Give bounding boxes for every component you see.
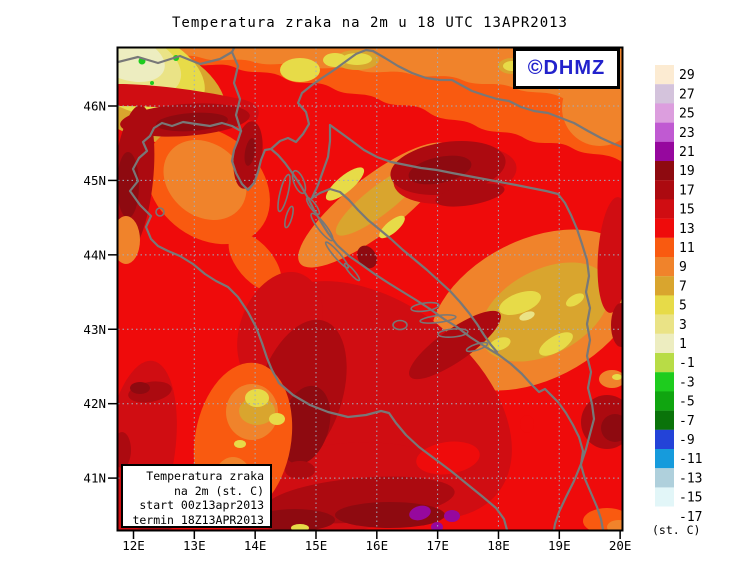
scale-value-label: 27 <box>679 87 695 102</box>
scale-value-label: -15 <box>679 491 702 506</box>
scale-value-label: 25 <box>679 107 695 122</box>
lon-label: 18E <box>487 538 510 553</box>
scale-swatch <box>655 141 674 162</box>
scale-value-label: -1 <box>679 356 695 371</box>
borders <box>118 48 622 530</box>
info-line: na 2m (st. C) <box>173 483 264 498</box>
scale-value-label: 21 <box>679 145 695 160</box>
scale-swatch <box>655 276 674 296</box>
scale-value-label: 29 <box>679 68 695 83</box>
lat-label: 41N <box>83 471 106 486</box>
scale-swatch <box>655 161 674 181</box>
lon-label: 12E <box>122 538 145 553</box>
scale-swatch <box>655 391 674 411</box>
map-frame <box>116 46 624 532</box>
info-line: start 00z13apr2013 <box>139 498 264 512</box>
lat-label: 45N <box>83 173 106 188</box>
lon-label: 14E <box>244 538 267 553</box>
scale-swatch <box>655 180 674 200</box>
scale-value-label: 17 <box>679 183 695 198</box>
scale-swatch <box>655 122 674 142</box>
scale-value-label: 13 <box>679 222 695 237</box>
scale-value-label: -7 <box>679 414 695 429</box>
scale-value-label: 1 <box>679 337 687 352</box>
scale-swatch <box>655 468 674 488</box>
scale-swatch <box>655 218 674 238</box>
scale-swatch <box>655 333 674 354</box>
dhmz-watermark: ©DHMZ <box>513 48 620 89</box>
graticule <box>118 48 622 530</box>
scale-swatch <box>655 314 674 334</box>
scale-value-label: 5 <box>679 299 687 314</box>
lat-label: 42N <box>83 396 106 411</box>
lat-label: 46N <box>83 99 106 114</box>
scale-swatch <box>655 449 674 469</box>
scale-value-label: -5 <box>679 395 695 410</box>
scale-swatch <box>655 295 674 315</box>
scale-swatch <box>655 506 674 526</box>
scale-swatch <box>655 199 674 219</box>
scale-value-label: 7 <box>679 279 687 294</box>
scale-value-label: 3 <box>679 318 687 333</box>
scale-value-label: -17 <box>679 510 702 525</box>
page-title: Temperatura zraka na 2m u 18 UTC 13APR20… <box>171 15 568 31</box>
map-info-box: Temperatura zraka na 2m (st. C) start 00… <box>121 464 272 528</box>
scale-swatch <box>655 65 674 85</box>
temperature-field <box>118 48 622 530</box>
scale-value-label: -9 <box>679 433 695 448</box>
scale-value-label: -11 <box>679 452 702 467</box>
lon-label: 19E <box>548 538 571 553</box>
lon-label: 16E <box>366 538 389 553</box>
scale-swatch <box>655 372 674 392</box>
scale-value-label: -13 <box>679 471 702 486</box>
lat-label: 44N <box>83 247 106 262</box>
scale-swatch <box>655 353 674 373</box>
info-line: Temperatura zraka <box>146 469 264 483</box>
lat-label: 43N <box>83 322 106 337</box>
scale-value-label: 23 <box>679 126 695 141</box>
scale-swatch <box>655 487 674 507</box>
scale-swatch <box>655 257 674 277</box>
scale-value-label: 11 <box>679 241 695 256</box>
scale-swatch <box>655 237 674 258</box>
islands <box>277 169 489 353</box>
color-scale: 29 27 25 23 21 19 17 15 13 11 9 7 5 3 1 -1 -3 -5 -7 -9 -11 -1… <box>655 65 702 526</box>
scale-unit-label: (st. C) <box>652 523 701 537</box>
scale-value-label: 19 <box>679 164 695 179</box>
scale-swatch <box>655 84 674 104</box>
scale-swatch <box>655 103 674 123</box>
scale-swatch <box>655 429 674 450</box>
lon-label: 13E <box>183 538 206 553</box>
coastlines <box>128 120 605 530</box>
scale-value-label: 15 <box>679 203 695 218</box>
dhmz-logo-text: ©DHMZ <box>527 57 606 79</box>
axis-labels: 46N 45N 44N 43N 42N 41N 12E 13E 14E 15E 16E 17E 18E 1… <box>83 99 631 554</box>
lon-label: 20E <box>609 538 632 553</box>
lon-label: 15E <box>305 538 328 553</box>
info-line: termin 18Z13APR2013 <box>132 512 264 527</box>
lon-label: 17E <box>426 538 449 553</box>
scale-value-label: -3 <box>679 375 695 390</box>
scale-swatch <box>655 410 674 430</box>
scale-value-label: 9 <box>679 260 687 275</box>
